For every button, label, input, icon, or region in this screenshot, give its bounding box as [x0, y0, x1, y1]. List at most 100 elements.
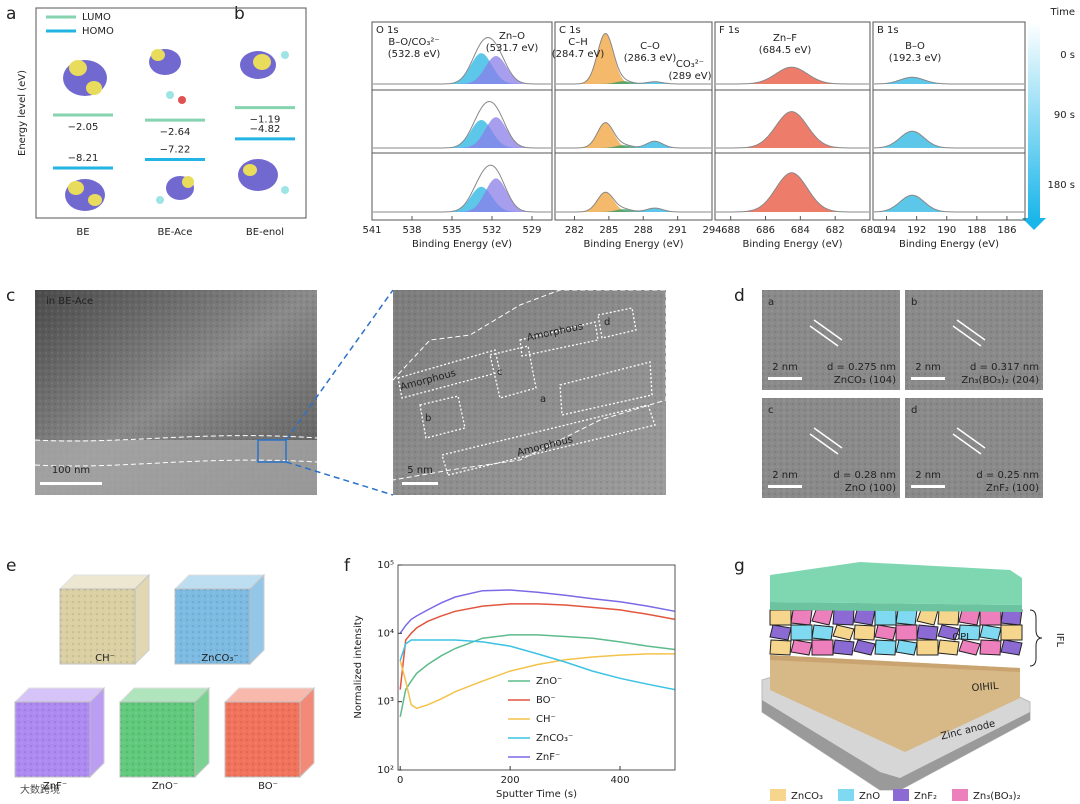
panel-label: f: [344, 556, 351, 576]
x-tick-label: 186: [997, 225, 1016, 236]
zoom-line: [285, 289, 394, 441]
peak-component: [556, 81, 711, 84]
envelope: [556, 191, 711, 213]
cube-side: [89, 686, 105, 779]
envelope: [873, 76, 1024, 85]
spectrum-title: O 1s: [376, 25, 399, 36]
plot-frame: [397, 564, 676, 771]
colorbar-tick: 0 s: [1060, 50, 1075, 61]
grain: [853, 624, 876, 641]
grain: [916, 624, 939, 641]
peak-position: (192.3 eV): [889, 53, 942, 64]
peak-position: (531.7 eV): [486, 43, 539, 54]
data-line: [399, 639, 676, 691]
grain: [1000, 639, 1023, 656]
x-tick-label: 682: [826, 225, 845, 236]
lattice-fringe: [956, 427, 986, 449]
hrtem-texture: [905, 290, 1043, 390]
image-caption: in BE-Ace: [46, 296, 93, 307]
peak-component: [556, 145, 711, 148]
panel-label: g: [734, 556, 745, 576]
grain: [979, 609, 1002, 626]
peak-component: [556, 209, 711, 212]
spectrum-title: C 1s: [559, 25, 581, 36]
cube-label: ZnCO₃⁻: [201, 653, 238, 664]
cube-label: CH⁻: [95, 653, 115, 664]
x-tick-label: 288: [634, 225, 653, 236]
x-axis-label: Binding Energy (eV): [412, 239, 512, 250]
x-tick-label: 680: [860, 225, 879, 236]
x-tick-label: 0: [397, 775, 403, 786]
hrtem-texture: [905, 398, 1043, 498]
peak-name: Zn–O: [499, 31, 525, 42]
plane-label: Zn₃(BO₃)₂ (204): [961, 375, 1039, 386]
peak-component: [874, 195, 1024, 212]
legend-label: HOMO: [82, 26, 114, 37]
grain: [790, 609, 813, 626]
grain: [853, 609, 876, 626]
cube-top: [58, 574, 151, 590]
cube-label: ZnF⁻: [43, 781, 67, 792]
grain: [874, 624, 897, 641]
lumo-label: −2.05: [68, 122, 99, 133]
peak-component: [373, 120, 551, 148]
x-axis-label: Binding Energy (eV): [899, 239, 999, 250]
panel-label: a: [6, 4, 16, 24]
orbital-sketches: [63, 49, 289, 211]
peak-component: [874, 131, 1024, 148]
x-tick-label: 291: [668, 225, 687, 236]
peak-position: (284.7 eV): [552, 49, 605, 60]
colorbar-tick: 90 s: [1054, 110, 1075, 121]
x-tick-label: 535: [442, 225, 461, 236]
peak-position: (684.5 eV): [759, 45, 812, 56]
cube-side: [194, 686, 210, 779]
plane-label: ZnF₂ (100): [986, 483, 1039, 494]
legend-swatch: [952, 789, 968, 801]
peak-component: [874, 77, 1024, 84]
spectrum-frame: [872, 21, 1026, 221]
cube-texture: [15, 702, 90, 777]
grain: [832, 639, 855, 656]
scale-label: 2 nm: [915, 470, 941, 481]
panel-label: c: [6, 286, 15, 306]
x-tick-label: 684: [791, 225, 810, 236]
scale-bar: [402, 482, 438, 485]
grain: [811, 624, 834, 641]
lattice-fringe: [952, 325, 982, 347]
hrtem-texture: [393, 290, 666, 495]
zoom-line: [285, 461, 394, 496]
lattice-fringe: [809, 433, 839, 455]
zoom-box: [257, 439, 287, 463]
envelope: [373, 100, 551, 149]
d-spacing: d = 0.25 nm: [976, 470, 1039, 481]
peak-component: [556, 33, 711, 84]
d-spacing: d = 0.317 nm: [970, 362, 1039, 373]
plane-label: ZnO (100): [845, 483, 896, 494]
peak-component: [373, 186, 551, 212]
legend-label: ZnF₂: [914, 791, 937, 802]
grain: [937, 609, 960, 626]
ifl-brace: [1029, 609, 1043, 667]
cube-label: ZnO⁻: [152, 781, 178, 792]
envelope: [716, 111, 869, 149]
y-axis-label: Energy level (eV): [17, 70, 28, 156]
spectrum-frame: [554, 21, 713, 221]
grain: [1000, 609, 1023, 626]
grain: [811, 609, 834, 626]
lattice-fringe: [809, 325, 839, 347]
region-label: d: [604, 317, 610, 328]
peak-position: (289 eV): [668, 71, 711, 82]
scale-bar: [768, 377, 802, 380]
grain: [895, 624, 918, 641]
grain: [853, 639, 876, 656]
peak-component: [716, 111, 869, 148]
grain: [958, 609, 981, 626]
legend-swatch: [838, 789, 854, 801]
tile-letter: b: [911, 297, 917, 308]
envelope: [874, 130, 1024, 149]
legend-label: ZnO: [859, 791, 880, 802]
tem-substrate: [35, 440, 317, 495]
lattice-fringe: [813, 427, 843, 449]
x-tick-label: 282: [565, 225, 584, 236]
